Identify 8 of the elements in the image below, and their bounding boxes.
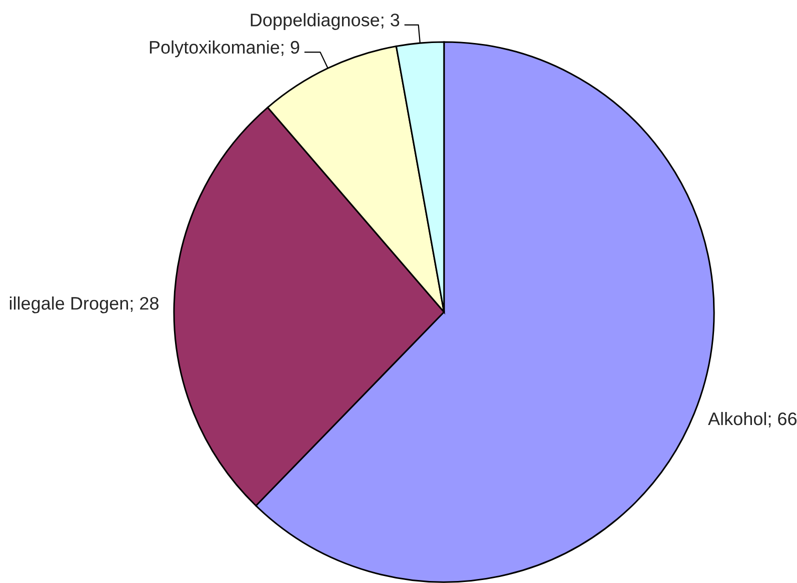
slice-label: Alkohol (708, 412, 766, 426)
slice-label: Doppeldiagnose (250, 13, 380, 30)
slice-label: Polytoxikomanie (150, 40, 280, 58)
data-label: ; 3 (382, 14, 400, 29)
data-label: ; 66 (768, 412, 797, 428)
data-label: ; 9 (282, 40, 300, 56)
slice-label: illegale Drogen (10, 296, 128, 314)
data-label: ; 28 (130, 296, 158, 312)
